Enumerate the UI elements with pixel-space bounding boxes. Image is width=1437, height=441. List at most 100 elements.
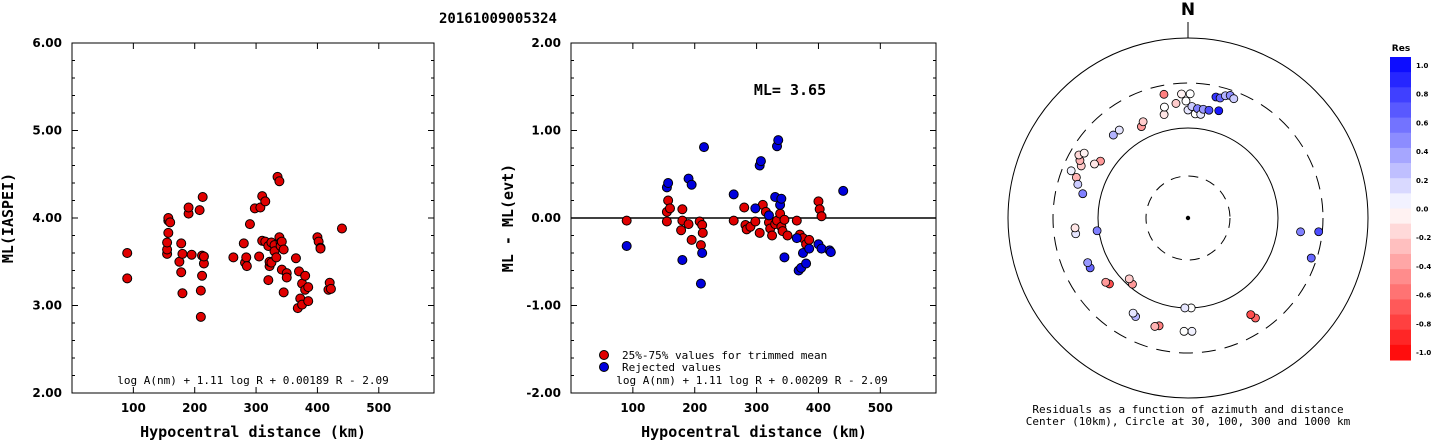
data-point [697, 248, 708, 258]
residual-point [1296, 227, 1305, 237]
colorbar-swatch [1390, 72, 1411, 88]
colorbar: Res 1.0 0.8 0.6 0.4 0.2 0.0 -0.2 -0.4 -0.6 -0.8 -1… [1390, 44, 1431, 361]
data-point [677, 255, 688, 265]
residual-point [1177, 89, 1186, 99]
data-point [683, 219, 694, 230]
data-point [162, 237, 173, 248]
colorbar-tick-label: 0.2 [1416, 177, 1429, 185]
data-point [816, 211, 827, 222]
data-point [274, 176, 285, 187]
y-axis-label: ML(IASPEI) [0, 173, 17, 263]
data-point [661, 216, 672, 227]
axis-ticks: 100 200 300 400 500 -2.00 -1.00 0.00 1.00 2.00 [526, 36, 936, 415]
colorbar-swatch [1390, 223, 1411, 240]
data-point [244, 219, 255, 230]
y-tick-label: 6.00 [32, 36, 62, 50]
colorbar-tick-label: -0.6 [1416, 292, 1431, 300]
colorbar-swatch [1390, 178, 1411, 194]
residual-point [1092, 226, 1102, 236]
residual-point [1160, 102, 1169, 112]
data-point [739, 202, 750, 213]
data-points [122, 171, 347, 322]
legend-marker-trimmed [599, 350, 609, 360]
data-point [290, 253, 301, 264]
data-point [195, 311, 206, 322]
y-tick-label: -2.00 [526, 386, 561, 400]
data-point [271, 252, 282, 263]
data-point [767, 230, 778, 241]
data-point [686, 234, 697, 245]
north-label: N [1181, 0, 1195, 20]
data-point [750, 203, 761, 214]
residual-point [1229, 94, 1239, 104]
data-point [122, 248, 133, 258]
legend: 25%-75% values for trimmed mean Rejected… [599, 349, 827, 374]
residual-point [1246, 310, 1256, 320]
residual-point [1101, 277, 1111, 287]
colorbar-swatch [1390, 132, 1411, 149]
data-point [315, 243, 326, 254]
data-point [325, 283, 336, 294]
data-point [254, 251, 265, 262]
residual-point [1214, 106, 1224, 116]
colorbar-swatch [1390, 314, 1411, 331]
colorbar-swatch [1390, 329, 1411, 346]
colorbar-swatch [1390, 284, 1411, 300]
data-point [804, 243, 815, 254]
legend-marker-rejected [599, 362, 609, 372]
colorbar-swatch [1390, 344, 1411, 361]
data-point [183, 202, 194, 213]
colorbar-tick-label: 1.0 [1416, 62, 1429, 70]
data-point [278, 244, 289, 255]
data-point [198, 251, 209, 262]
data-points [621, 135, 849, 289]
data-point [177, 248, 188, 259]
data-points [1066, 89, 1324, 336]
y-tick-label: 1.00 [531, 124, 561, 138]
data-point [663, 178, 674, 188]
colorbar-swatch [1390, 147, 1411, 164]
y-tick-label: 5.00 [32, 124, 62, 138]
caption-line-1: Residuals as a function of azimuth and d… [1032, 403, 1343, 416]
residual-point [1073, 179, 1083, 189]
x-tick-label: 300 [244, 401, 269, 415]
residual-point [1159, 110, 1169, 119]
colorbar-tick-label: 0.8 [1416, 91, 1429, 99]
data-point [278, 287, 289, 298]
y-tick-label: 2.00 [531, 36, 561, 50]
colorbar-ticks: 1.0 0.8 0.6 0.4 0.2 0.0 -0.2 -0.4 -0.6 -0.8 -1.0 [1416, 62, 1431, 357]
colorbar-swatch [1390, 269, 1411, 285]
data-point [816, 243, 827, 254]
data-point [621, 215, 632, 226]
data-point [676, 225, 687, 236]
residual-point [1181, 96, 1191, 106]
x-tick-label: 400 [305, 401, 330, 415]
panel-ml-iaspei: Hypocentral distance (km) ML(IASPEI) log… [0, 36, 435, 441]
data-point [686, 179, 697, 190]
x-tick-label: 500 [868, 401, 893, 415]
data-point [825, 247, 836, 258]
colorbar-tick-label: 0.4 [1416, 148, 1429, 156]
data-point [791, 215, 802, 226]
x-axis-label: Hypocentral distance (km) [140, 423, 366, 441]
colorbar-swatch [1390, 163, 1411, 179]
colorbar-swatch [1390, 102, 1411, 119]
data-point [194, 205, 205, 216]
colorbar-swatch [1390, 238, 1411, 255]
x-tick-label: 300 [744, 401, 769, 415]
colorbar-tick-label: 0.6 [1416, 119, 1429, 127]
data-point [699, 142, 710, 153]
y-tick-label: -1.00 [526, 299, 561, 313]
residual-point [1150, 322, 1160, 331]
residual-point [1180, 303, 1190, 313]
legend-label-trimmed: 25%-75% values for trimmed mean [622, 349, 827, 362]
residual-point [1204, 105, 1214, 115]
data-point [779, 214, 790, 225]
colorbar-swatch [1390, 193, 1411, 209]
outer-circle [1007, 37, 1369, 399]
x-tick-label: 500 [366, 401, 391, 415]
colorbar-swatches [1390, 57, 1411, 361]
y-axis-label: ML - ML(evt) [499, 164, 517, 272]
x-tick-label: 200 [682, 401, 707, 415]
